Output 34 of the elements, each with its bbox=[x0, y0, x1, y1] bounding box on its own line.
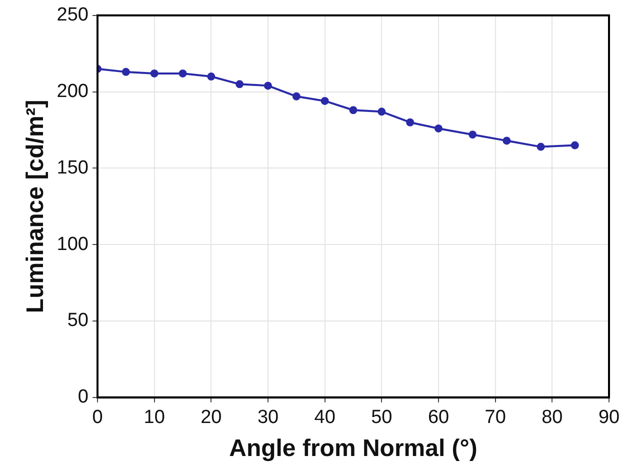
y-tick-label: 0 bbox=[78, 386, 88, 408]
x-tick-label: 10 bbox=[144, 407, 165, 428]
x-axis-title: Angle from Normal (°) bbox=[229, 435, 478, 462]
y-tick-label: 50 bbox=[67, 310, 88, 332]
x-tick-label: 60 bbox=[428, 407, 450, 428]
point bbox=[292, 92, 300, 100]
x-tick-label: 50 bbox=[371, 407, 392, 428]
x-tick-label: 40 bbox=[314, 407, 336, 428]
x-tick-label: 90 bbox=[598, 407, 620, 428]
point bbox=[150, 69, 158, 78]
y-tick-label: 200 bbox=[56, 81, 88, 102]
point bbox=[378, 108, 386, 116]
point bbox=[320, 96, 329, 105]
point bbox=[122, 68, 130, 76]
point bbox=[468, 130, 477, 139]
point bbox=[236, 80, 244, 88]
x-tick-label: 70 bbox=[484, 407, 506, 428]
point bbox=[536, 142, 545, 151]
x-tick-label: 20 bbox=[200, 407, 222, 428]
point bbox=[207, 72, 216, 81]
y-tick-label: 250 bbox=[56, 4, 88, 26]
x-tick-label: 30 bbox=[257, 407, 279, 428]
x-tick-label: 0 bbox=[92, 407, 103, 428]
point bbox=[502, 136, 511, 145]
point bbox=[178, 69, 187, 78]
point bbox=[434, 124, 442, 132]
y-tick-label: 100 bbox=[56, 234, 88, 255]
point bbox=[349, 106, 358, 114]
point bbox=[264, 82, 272, 90]
point bbox=[406, 118, 414, 126]
point bbox=[570, 141, 579, 150]
x-tick-label: 80 bbox=[542, 407, 563, 428]
y-tick-label: 150 bbox=[56, 157, 88, 178]
y-axis-title: Luminance [cd/m²] bbox=[22, 100, 50, 314]
